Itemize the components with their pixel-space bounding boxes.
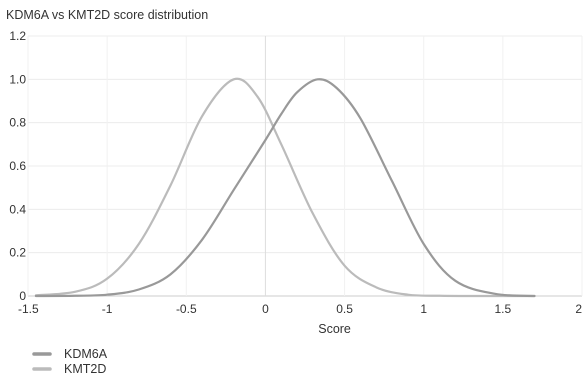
series-line-kmt2d (34, 77, 536, 298)
x-axis-label: Score (318, 322, 351, 336)
y-tick-label: 1.2 (9, 29, 26, 43)
y-tick-label: 0.4 (9, 202, 26, 216)
y-tick-label: 0.8 (9, 116, 26, 130)
y-tick-label: 0 (19, 289, 26, 303)
x-tick-label: 0.5 (336, 302, 353, 316)
chart-title: KDM6A vs KMT2D score distribution (6, 8, 209, 22)
x-tick-label: 1.5 (495, 302, 512, 316)
x-tick-label: 2 (575, 302, 582, 316)
x-tick-label: -0.5 (176, 302, 197, 316)
y-tick-label: 0.2 (9, 246, 26, 260)
x-tick-label: -1.5 (18, 302, 39, 316)
y-tick-label: 1.0 (9, 72, 26, 86)
x-tick-label: -1 (102, 302, 113, 316)
y-tick-label: 0.6 (9, 159, 26, 173)
series-line-kdm6a (34, 78, 536, 298)
x-tick-label: 1 (420, 302, 427, 316)
x-tick-label: 0 (262, 302, 269, 316)
legend-label-kdm6a: KDM6A (64, 347, 108, 361)
legend-label-kmt2d: KMT2D (64, 362, 106, 376)
